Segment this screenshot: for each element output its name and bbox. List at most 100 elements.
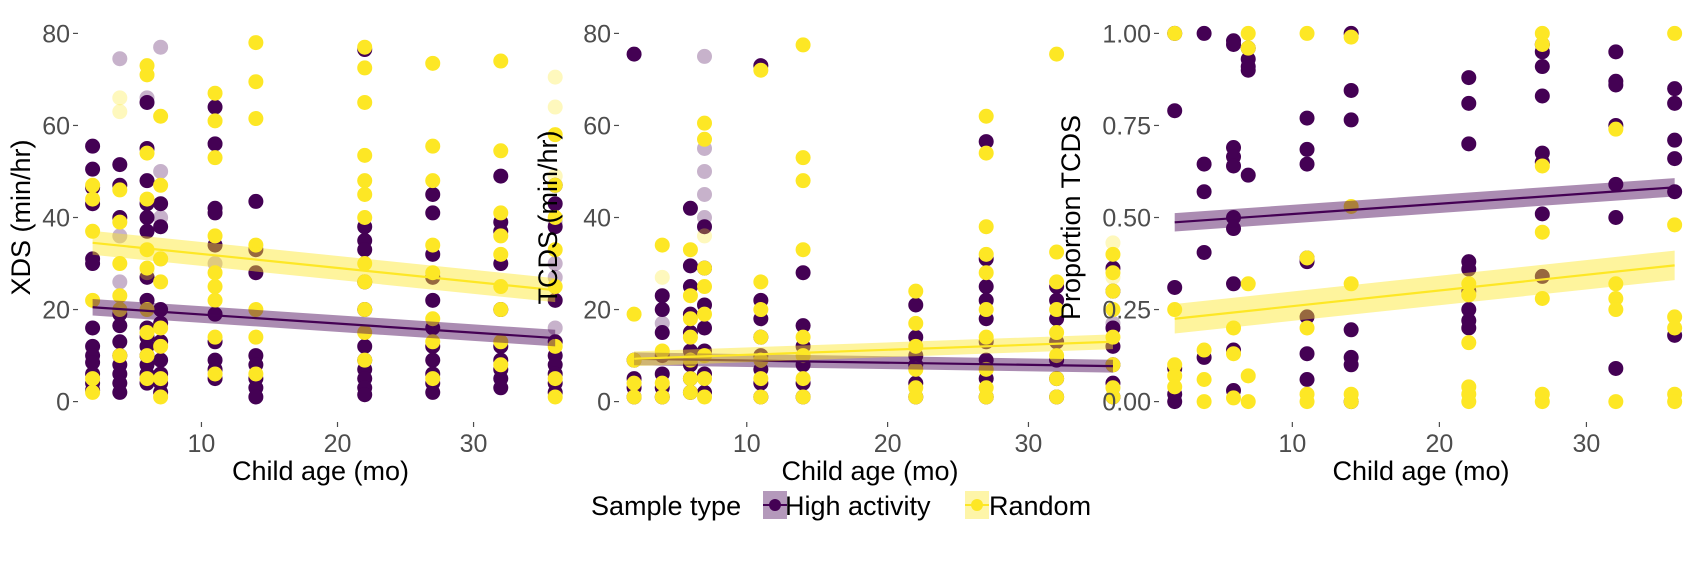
data-point (547, 256, 563, 272)
data-point (425, 55, 441, 71)
data-point (493, 302, 509, 318)
y-axis-title: XDS (min/hr) (6, 139, 36, 295)
data-point (85, 371, 101, 387)
data-point (1461, 302, 1477, 318)
data-point (357, 325, 373, 341)
data-point (697, 115, 713, 131)
y-tick-label: 20 (42, 297, 70, 325)
data-point (493, 279, 509, 295)
data-point (153, 251, 169, 267)
legend-label-random: Random (989, 491, 1091, 521)
data-point (978, 329, 994, 345)
data-point (1667, 81, 1683, 97)
data-point (207, 265, 223, 281)
data-point (795, 371, 811, 387)
data-point (1608, 394, 1624, 410)
data-point (425, 292, 441, 308)
points-layer (1167, 25, 1683, 410)
data-point (1226, 221, 1242, 237)
x-tick-label: 20 (874, 430, 902, 458)
data-point (1226, 320, 1242, 336)
data-point (153, 320, 169, 336)
data-point (697, 131, 713, 147)
data-point (153, 108, 169, 124)
data-point (1299, 372, 1315, 387)
data-point (1105, 389, 1121, 405)
data-point (139, 325, 155, 341)
data-point (682, 329, 698, 345)
y-tick-label: 0.00 (1102, 389, 1151, 417)
data-point (1299, 320, 1315, 336)
data-point (112, 228, 128, 244)
data-point (112, 334, 128, 350)
data-point (112, 384, 128, 400)
data-point (682, 242, 698, 258)
data-point (1167, 368, 1183, 384)
data-point (1534, 224, 1550, 240)
data-point (1461, 394, 1477, 410)
y-tick-label: 0 (56, 389, 70, 417)
y-tick-label: 60 (583, 112, 611, 140)
data-point (1461, 95, 1477, 111)
data-point (753, 371, 769, 387)
data-point (1667, 151, 1683, 167)
data-point (1299, 141, 1315, 157)
data-point (1049, 325, 1065, 341)
data-point (654, 237, 670, 253)
data-point (1534, 59, 1550, 75)
data-point (795, 242, 811, 258)
data-point (112, 182, 128, 198)
x-tick-label: 30 (1015, 430, 1043, 458)
points-layer (626, 37, 1121, 405)
data-point (357, 302, 373, 318)
data-point (1534, 88, 1550, 104)
data-point (697, 260, 713, 276)
data-point (1667, 95, 1683, 111)
data-point (1240, 62, 1256, 78)
data-point (1343, 322, 1359, 338)
data-point (1226, 36, 1242, 52)
data-point (1608, 44, 1624, 60)
data-point (547, 320, 563, 336)
data-point (357, 173, 373, 189)
data-point (425, 311, 441, 327)
data-point (626, 375, 642, 391)
data-point (1196, 184, 1212, 200)
data-point (1240, 276, 1256, 292)
data-point (1049, 274, 1065, 290)
data-point (1049, 46, 1065, 62)
data-point (1608, 121, 1624, 137)
data-point (1299, 25, 1315, 41)
data-point (1105, 265, 1121, 281)
x-tick-label: 10 (188, 430, 216, 458)
data-point (978, 279, 994, 295)
y-tick-label: 0.25 (1102, 297, 1151, 325)
data-point (1608, 291, 1624, 306)
trend-line (634, 357, 1113, 368)
data-point (654, 389, 670, 405)
data-point (425, 371, 441, 387)
data-point (1461, 320, 1477, 336)
data-point (1299, 346, 1315, 362)
data-point (1299, 394, 1315, 410)
data-point (1534, 25, 1550, 41)
data-point (626, 46, 642, 62)
data-point (1105, 315, 1121, 331)
data-point (357, 274, 373, 290)
data-point (654, 288, 670, 304)
x-axis-title: Child age (mo) (1332, 456, 1509, 486)
data-point (207, 366, 223, 382)
data-point (139, 348, 155, 364)
data-point (153, 219, 169, 235)
data-point (1461, 136, 1477, 152)
data-point (139, 302, 155, 318)
data-point (654, 315, 670, 331)
data-point (207, 228, 223, 244)
data-point (1667, 25, 1683, 41)
data-point (682, 371, 698, 387)
data-point (697, 219, 713, 235)
data-point (153, 302, 169, 318)
data-point (139, 191, 155, 207)
data-point (654, 269, 670, 285)
data-point (654, 375, 670, 391)
